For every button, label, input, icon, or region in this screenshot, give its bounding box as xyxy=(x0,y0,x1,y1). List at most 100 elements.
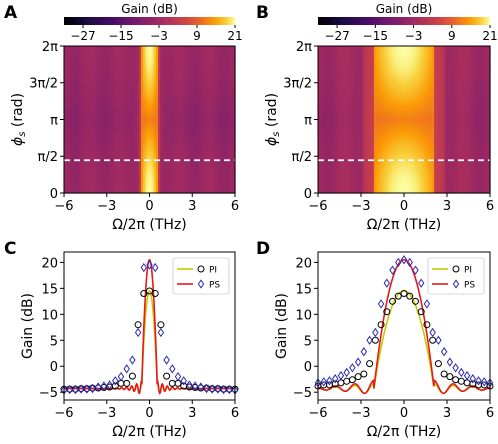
heatmap-cell xyxy=(66,110,69,114)
heatmap-cell xyxy=(119,55,123,59)
heatmap-cell xyxy=(213,126,217,130)
heatmap-cell xyxy=(130,183,133,187)
heatmap-cell xyxy=(98,85,101,88)
heatmap-cell xyxy=(232,151,236,155)
heatmap-cell xyxy=(136,64,140,68)
heatmap-cell xyxy=(145,124,148,127)
heatmap-cell xyxy=(117,73,121,77)
heatmap-cell xyxy=(100,130,104,134)
heatmap-cell xyxy=(185,98,189,102)
heatmap-cell xyxy=(96,183,99,187)
heatmap-cell xyxy=(168,160,172,164)
heatmap-cell xyxy=(115,71,119,75)
heatmap-cell xyxy=(78,89,82,93)
heatmap-cell xyxy=(151,46,155,49)
heatmap-cell xyxy=(100,151,104,155)
heatmap-cell xyxy=(102,85,106,88)
heatmap-cell xyxy=(151,112,155,116)
heatmap-cell xyxy=(177,183,181,187)
heatmap-cell xyxy=(198,133,202,137)
heatmap-cell xyxy=(177,57,181,61)
heatmap-cell xyxy=(162,158,166,162)
heatmap-cell xyxy=(83,170,86,173)
heatmap-cell xyxy=(111,147,114,150)
heatmap-cell xyxy=(115,165,119,169)
heatmap-cell xyxy=(202,119,206,123)
heatmap-cell xyxy=(198,158,202,162)
heatmap-cell xyxy=(81,80,84,84)
heatmap-cell xyxy=(170,98,174,102)
heatmap-cell xyxy=(98,130,101,134)
heatmap-cell xyxy=(211,140,215,144)
heatmap-cell xyxy=(136,59,140,63)
heatmap-cell xyxy=(196,135,200,139)
heatmap-cell xyxy=(91,158,95,162)
heatmap-cell xyxy=(134,52,138,56)
heatmap-cell xyxy=(211,110,215,114)
heatmap-cell xyxy=(196,80,200,84)
heatmap-cell xyxy=(128,112,131,116)
heatmap-cell xyxy=(91,144,95,148)
heatmap-cell xyxy=(111,130,114,134)
heatmap-cell xyxy=(194,75,198,79)
heatmap-cell xyxy=(136,48,140,52)
heatmap-cell xyxy=(179,156,183,160)
heatmap-cell xyxy=(222,71,225,75)
heatmap-cell xyxy=(205,167,208,171)
heatmap-cell xyxy=(211,170,215,173)
heatmap-cell xyxy=(102,140,106,144)
heatmap-cell xyxy=(162,108,166,111)
heatmap-cell xyxy=(93,144,97,148)
heatmap-cell xyxy=(117,89,121,93)
heatmap-cell xyxy=(185,179,189,183)
heatmap-cell xyxy=(106,149,110,153)
heatmap-cell xyxy=(78,174,82,178)
heatmap-cell xyxy=(64,140,67,144)
heatmap-cell xyxy=(140,110,144,114)
heatmap-cell xyxy=(224,110,228,114)
heatmap-cell xyxy=(149,176,153,180)
heatmap-cell xyxy=(100,160,104,164)
heatmap-cell xyxy=(173,59,176,63)
heatmap-cell xyxy=(147,140,151,144)
heatmap-cell xyxy=(164,130,168,134)
heatmap-cell xyxy=(74,117,78,121)
heatmap-cell xyxy=(70,124,74,127)
heatmap-cell xyxy=(220,133,223,137)
heatmap-cell xyxy=(93,176,97,180)
heatmap-cell xyxy=(128,78,131,82)
heatmap-cell xyxy=(145,140,148,144)
heatmap-cell xyxy=(130,46,133,49)
heatmap-cell xyxy=(196,142,200,146)
heatmap-cell xyxy=(222,108,225,111)
heatmap-cell xyxy=(192,114,195,118)
heatmap-cell xyxy=(164,128,168,132)
heatmap-cell xyxy=(64,59,67,63)
heatmap-cell xyxy=(66,78,69,82)
heatmap-cell xyxy=(108,46,112,49)
heatmap-cell xyxy=(83,87,86,91)
heatmap-cell xyxy=(149,119,153,123)
heatmap-cell xyxy=(226,119,230,123)
heatmap-cell xyxy=(190,142,193,146)
heatmap-cell xyxy=(185,71,189,75)
heatmap-cell xyxy=(207,137,210,141)
heatmap-cell xyxy=(222,126,225,130)
heatmap-cell xyxy=(136,78,140,82)
heatmap-cell xyxy=(70,151,74,155)
heatmap-cell xyxy=(111,62,114,65)
heatmap-cell xyxy=(158,179,161,183)
heatmap-cell xyxy=(213,163,217,167)
heatmap-cell xyxy=(96,50,99,54)
heatmap-cell xyxy=(160,176,163,180)
heatmap-cell xyxy=(68,55,72,59)
heatmap-cell xyxy=(220,101,223,105)
heatmap-cell xyxy=(170,142,174,146)
heatmap-cell xyxy=(160,137,163,141)
heatmap-cell xyxy=(106,135,110,139)
heatmap-cell xyxy=(232,128,236,132)
heatmap-cell xyxy=(91,151,95,155)
heatmap-cell xyxy=(149,130,153,134)
heatmap-cell xyxy=(162,89,166,93)
heatmap-cell xyxy=(134,128,138,132)
